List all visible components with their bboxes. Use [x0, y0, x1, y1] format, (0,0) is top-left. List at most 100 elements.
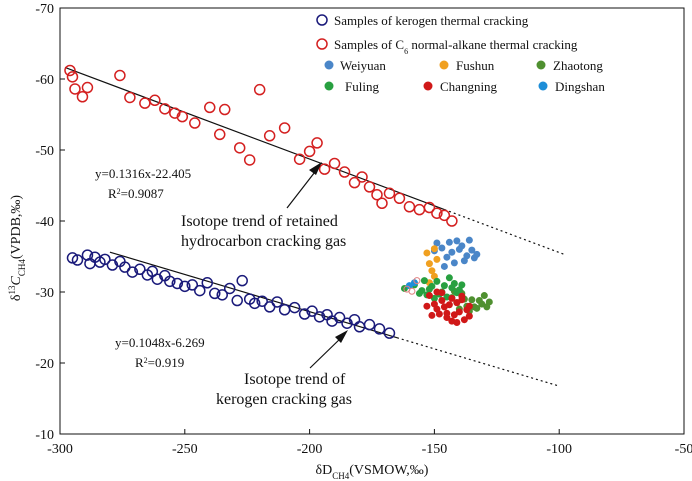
samples-of-c6-normal-alkane-thermal-cracking-point [393, 192, 406, 205]
samples-of-c6-normal-alkane-thermal-cracking-point [263, 130, 276, 142]
samples-of-c6-normal-alkane-thermal-cracking-point [293, 153, 306, 165]
changning-point [465, 312, 473, 320]
changning-point [428, 311, 436, 319]
annotation-lower-line1: Isotope trend of [244, 371, 346, 388]
fushun-point [428, 267, 436, 275]
data-points [64, 64, 493, 339]
zhaotong-point [485, 298, 493, 306]
samples-of-kerogen-thermal-cracking-point [201, 277, 214, 289]
samples-of-c6-normal-alkane-thermal-cracking-point [328, 157, 341, 170]
zhaotong-point [468, 296, 476, 304]
weiyuan-point [468, 246, 476, 254]
weiyuan-point [448, 248, 456, 256]
fuling-point [445, 274, 453, 282]
samples-of-c6-normal-alkane-thermal-cracking-point [213, 128, 226, 141]
samples-of-c6-normal-alkane-thermal-cracking-point [139, 97, 151, 109]
samples-of-kerogen-thermal-cracking-point [363, 318, 376, 331]
samples-of-c6-normal-alkane-thermal-cracking-point [356, 171, 368, 183]
samples-of-c6-normal-alkane-thermal-cracking-point [413, 203, 426, 216]
samples-of-c6-normal-alkane-thermal-cracking-point [124, 91, 136, 104]
weiyuan-point [445, 238, 453, 246]
samples-of-c6-normal-alkane-thermal-cracking-point [363, 181, 376, 193]
annotation-upper-line1: Isotope trend of retained [181, 213, 338, 230]
samples-of-kerogen-thermal-cracking-point [164, 275, 176, 288]
legend-label-dingshan: Dingshan [555, 79, 605, 94]
legend-marker-changning [423, 81, 433, 91]
equation-upper: y=0.1316x-22.405 [95, 166, 191, 181]
changning-point [433, 288, 441, 296]
legend-marker-alkane [316, 38, 328, 50]
samples-of-c6-normal-alkane-thermal-cracking-point [446, 215, 458, 227]
annotation-arrow-upper [286, 167, 319, 209]
equation-lower: y=0.1048x-6.269 [115, 335, 205, 350]
samples-of-kerogen-thermal-cracking-point [126, 266, 139, 278]
samples-of-c6-normal-alkane-thermal-cracking-point [338, 166, 351, 178]
changning-point [423, 302, 431, 310]
weiyuan-point [465, 236, 473, 244]
samples-of-c6-normal-alkane-thermal-cracking-point [76, 91, 89, 103]
weiyuan-point [460, 257, 468, 265]
samples-of-kerogen-thermal-cracking-point [256, 295, 268, 307]
samples-of-kerogen-thermal-cracking-point [186, 279, 199, 291]
samples-of-kerogen-thermal-cracking-point [383, 327, 396, 339]
samples-of-c6-normal-alkane-thermal-cracking-point [218, 103, 231, 116]
samples-of-kerogen-thermal-cracking-point [216, 289, 228, 301]
trendline-dotted-0 [444, 208, 565, 255]
y-tick-label: -40 [35, 215, 54, 230]
samples-of-kerogen-thermal-cracking-point [306, 305, 318, 317]
changning-point [435, 310, 443, 318]
samples-of-c6-normal-alkane-thermal-cracking-point [233, 142, 246, 154]
x-tick-label: -150 [422, 442, 448, 457]
y-tick-label: -50 [35, 144, 54, 159]
changning-point [443, 309, 451, 317]
samples-of-c6-normal-alkane-thermal-cracking-point [311, 137, 323, 149]
trendline-dotted-1 [396, 337, 560, 387]
zhaotong-point [475, 297, 483, 305]
samples-of-kerogen-thermal-cracking-point [179, 280, 191, 293]
samples-of-c6-normal-alkane-thermal-cracking-point [243, 154, 256, 166]
samples-of-c6-normal-alkane-thermal-cracking-point [159, 103, 171, 115]
annotation-lower-line2: kerogen cracking gas [216, 391, 352, 408]
samples-of-kerogen-thermal-cracking-point [194, 284, 206, 297]
y-tick-label: -10 [35, 428, 54, 443]
legend-marker-fuling [324, 81, 334, 91]
samples-of-c6-normal-alkane-thermal-cracking-point [318, 163, 331, 175]
fuling-point [433, 277, 441, 285]
legend-label-fushun: Fushun [456, 58, 495, 73]
other-samples-point [413, 277, 421, 285]
weiyuan-point [473, 250, 481, 258]
samples-of-c6-normal-alkane-thermal-cracking-point [348, 176, 361, 189]
changning-point [453, 319, 461, 327]
legend-marker-kerogen [316, 14, 328, 26]
samples-of-c6-normal-alkane-thermal-cracking-point [383, 187, 396, 200]
x-tick-label: -200 [297, 442, 323, 457]
x-tick-label: -50 [675, 442, 692, 457]
legend-marker-zhaotong [536, 60, 546, 70]
changning-point [458, 296, 466, 304]
samples-of-kerogen-thermal-cracking-point [288, 301, 301, 314]
changning-point [438, 297, 446, 305]
r-squared-lower: R2=0.919 [135, 355, 184, 370]
weiyuan-point [438, 244, 446, 252]
legend-label-changning: Changning [440, 79, 498, 94]
fuling-point [415, 289, 423, 297]
samples-of-kerogen-thermal-cracking-point [66, 252, 79, 264]
samples-of-c6-normal-alkane-thermal-cracking-point [176, 110, 189, 123]
samples-of-c6-normal-alkane-thermal-cracking-point [376, 197, 388, 209]
samples-of-kerogen-thermal-cracking-point [236, 274, 248, 287]
fuling-point [450, 279, 458, 287]
fuling-point [425, 285, 433, 293]
legend-label-alkane: Samples of C6 normal-alkane thermal crac… [334, 37, 578, 56]
samples-of-kerogen-thermal-cracking-point [373, 323, 386, 335]
legend-marker-fushun [439, 60, 449, 70]
legend-label-fuling: Fuling [345, 79, 379, 94]
weiyuan-point [450, 259, 458, 267]
samples-of-kerogen-thermal-cracking-point [99, 253, 111, 266]
weiyuan-point [453, 237, 461, 245]
y-tick-label: -60 [35, 73, 54, 88]
samples-of-c6-normal-alkane-thermal-cracking-point [69, 83, 81, 95]
x-axis-title: δDCH4(VSMOW,‰) [316, 463, 429, 481]
samples-of-c6-normal-alkane-thermal-cracking-point [66, 71, 79, 83]
samples-of-kerogen-thermal-cracking-point [271, 296, 283, 308]
